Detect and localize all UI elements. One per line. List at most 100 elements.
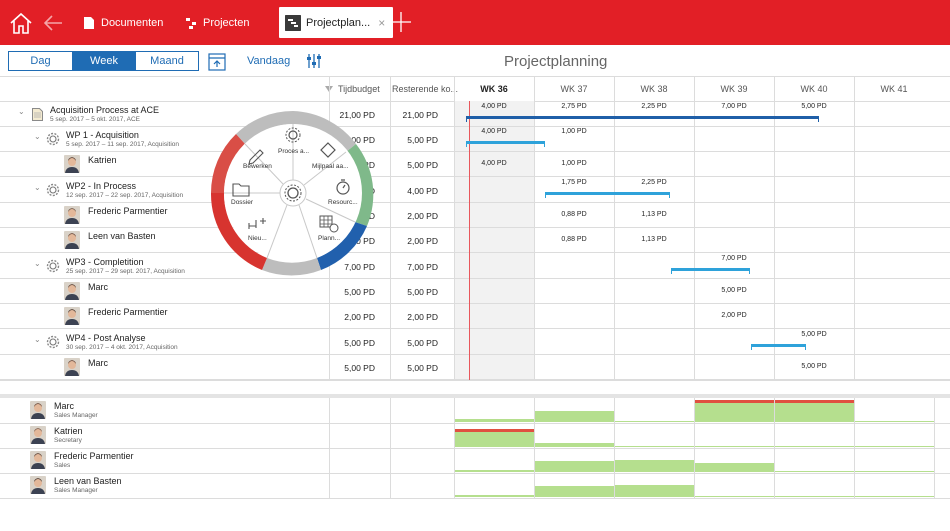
chevron-down-icon[interactable]: ⌄ xyxy=(34,132,41,141)
remaining-cell[interactable]: 5,00 PD xyxy=(407,338,438,348)
calendar-grid-icon[interactable] xyxy=(319,215,339,233)
new-task-icon[interactable] xyxy=(248,218,266,229)
project-file-icon xyxy=(32,108,43,121)
back-arrow-icon[interactable] xyxy=(40,10,66,36)
workload-bar xyxy=(615,446,694,447)
row-title: Frederic Parmentier xyxy=(88,307,168,317)
filter-sliders-icon[interactable] xyxy=(305,51,323,71)
budget-cell[interactable]: 4,00 PD xyxy=(344,186,375,196)
budget-cell[interactable]: 5,00 PD xyxy=(344,135,375,145)
resource-role: Sales xyxy=(54,462,71,469)
resource-row[interactable]: Marc 5,00 PD 5,00 PD 5,00 PD xyxy=(0,354,950,379)
week-header[interactable]: WK 39 xyxy=(720,84,748,94)
gantt-bar-wp4[interactable] xyxy=(751,344,806,350)
gantt-bar-wp3[interactable] xyxy=(671,268,750,274)
chevron-down-icon[interactable]: ⌄ xyxy=(34,183,41,192)
remaining-cell[interactable]: 5,00 PD xyxy=(407,160,438,170)
gantt-bar-wp1[interactable] xyxy=(466,141,545,147)
week-value: 2,00 PD xyxy=(721,312,747,319)
budget-cell[interactable]: 7,00 PD xyxy=(344,262,375,272)
stopwatch-icon[interactable] xyxy=(336,179,350,195)
budget-cell[interactable]: 2,00 PD xyxy=(344,312,375,322)
resource-row[interactable]: Leen van Basten 2,00 PD 2,00 PD 0,88 PD 1,13… xyxy=(0,227,950,252)
pencil-icon[interactable] xyxy=(248,149,264,165)
resource-row[interactable]: Frederic Parmentier 2,00 PD 2,00 PD 2,00 PD xyxy=(0,303,950,328)
chevron-down-icon[interactable]: ⌄ xyxy=(18,107,25,116)
view-month-button[interactable]: Maand xyxy=(135,52,198,70)
divider xyxy=(0,151,950,152)
calendar-upload-icon[interactable] xyxy=(208,51,226,71)
remaining-cell[interactable]: 2,00 PD xyxy=(407,312,438,322)
grid-column-line xyxy=(390,76,391,380)
project-row[interactable]: ⌄ Acquisition Process at ACE 5 sep. 2017 –… xyxy=(0,101,950,126)
overload-marker xyxy=(695,400,774,403)
remaining-cell[interactable]: 21,00 PD xyxy=(402,110,438,120)
resource-name: Leen van Basten xyxy=(54,476,122,486)
view-day-button[interactable]: Dag xyxy=(30,55,51,67)
tab-documenten[interactable]: Documenten xyxy=(84,0,163,45)
avatar xyxy=(30,476,46,494)
column-header-remaining[interactable]: Resterende ko... xyxy=(392,84,459,94)
workload-bar xyxy=(855,471,934,472)
resource-row[interactable]: Marc 5,00 PD 5,00 PD 5,00 PD xyxy=(0,278,950,303)
week-value: 5,00 PD xyxy=(721,287,747,294)
avatar xyxy=(64,307,80,325)
week-value: 4,00 PD xyxy=(481,103,507,110)
add-tab-icon[interactable] xyxy=(388,8,414,36)
folder-icon[interactable] xyxy=(232,183,250,197)
view-week-button[interactable]: Week xyxy=(72,52,135,70)
week-header[interactable]: WK 38 xyxy=(640,84,668,94)
budget-cell[interactable]: 2,00 PD xyxy=(344,236,375,246)
today-link[interactable]: Vandaag xyxy=(247,55,291,67)
document-icon xyxy=(84,16,94,29)
chevron-down-icon[interactable]: ⌄ xyxy=(34,259,41,268)
gear-icon[interactable] xyxy=(285,127,301,143)
tab-projecten[interactable]: Projecten xyxy=(186,0,249,45)
remaining-cell[interactable]: 5,00 PD xyxy=(407,135,438,145)
overload-marker xyxy=(455,429,534,432)
remaining-cell[interactable]: 7,00 PD xyxy=(407,262,438,272)
week-header[interactable]: WK 37 xyxy=(560,84,588,94)
close-tab-icon[interactable]: × xyxy=(378,15,386,30)
avatar xyxy=(30,426,46,444)
avatar xyxy=(64,282,80,300)
budget-cell[interactable]: 5,00 PD xyxy=(344,338,375,348)
week-header[interactable]: WK 40 xyxy=(800,84,828,94)
budget-cell[interactable]: 21,00 PD xyxy=(339,110,375,120)
remaining-cell[interactable]: 5,00 PD xyxy=(407,363,438,373)
remaining-cell[interactable]: 2,00 PD xyxy=(407,236,438,246)
budget-cell[interactable]: 5,00 PD xyxy=(344,363,375,373)
gantt-bar-project[interactable] xyxy=(466,116,819,122)
remaining-cell[interactable]: 2,00 PD xyxy=(407,211,438,221)
avatar xyxy=(30,451,46,469)
workpackage-row[interactable]: ⌄ WP 1 - Acquisition 5 sep. 2017 – 11 sep.… xyxy=(0,126,950,151)
top-navigation-bar: Documenten Projecten Projectplan... × xyxy=(0,0,950,45)
gantt-bar-wp2[interactable] xyxy=(545,192,670,198)
gear-icon[interactable] xyxy=(284,184,302,202)
divider xyxy=(0,176,950,177)
resource-row[interactable]: Katrien 5,00 PD 5,00 PD 4,00 PD 1,00 PD xyxy=(0,151,950,176)
home-icon[interactable] xyxy=(8,10,34,36)
workload-bar xyxy=(535,443,614,447)
diamond-icon[interactable] xyxy=(320,142,336,158)
week-header[interactable]: WK 36 xyxy=(480,84,508,94)
overload-marker xyxy=(775,400,854,403)
chevron-down-icon[interactable]: ⌄ xyxy=(34,335,41,344)
workload-bar xyxy=(615,485,694,497)
workpackage-row[interactable]: ⌄ WP4 - Post Analyse 30 sep. 2017 – 4 okt.… xyxy=(0,329,950,354)
tab-label: Projecten xyxy=(203,16,250,29)
workpackage-row[interactable]: ⌄ WP2 - In Process 12 sep. 2017 – 22 sep. … xyxy=(0,177,950,202)
row-subtitle: 30 sep. 2017 – 4 okt. 2017, Acquisition xyxy=(66,344,178,351)
tab-projectplanning[interactable]: Projectplan... × xyxy=(279,7,394,38)
budget-cell[interactable]: 5,00 PD xyxy=(344,287,375,297)
avatar xyxy=(64,155,80,173)
week-header[interactable]: WK 41 xyxy=(880,84,908,94)
resource-row[interactable]: Frederic Parmentier 2,00 PD 2,00 PD 0,88 PD… xyxy=(0,202,950,227)
gear-icon xyxy=(46,183,60,197)
remaining-cell[interactable]: 5,00 PD xyxy=(407,287,438,297)
workpackage-row[interactable]: ⌄ WP3 - Completition 25 sep. 2017 – 29 sep… xyxy=(0,253,950,278)
column-header-budget[interactable]: Tijdbudget xyxy=(338,84,380,94)
remaining-cell[interactable]: 4,00 PD xyxy=(407,186,438,196)
budget-cell[interactable]: 5,00 PD xyxy=(344,160,375,170)
splitter[interactable] xyxy=(0,394,950,398)
